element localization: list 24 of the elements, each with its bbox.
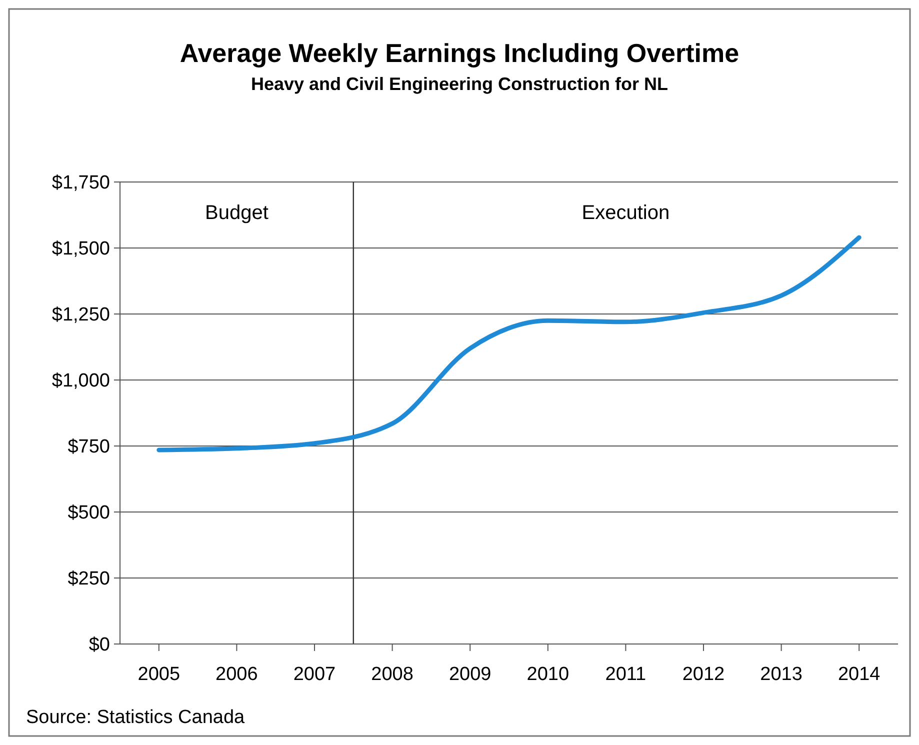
y-tick-label: $1,500 — [52, 238, 110, 260]
x-tick-label: 2010 — [526, 664, 570, 685]
x-tick-label: 2011 — [605, 664, 646, 685]
x-tick-label: 2012 — [682, 664, 725, 685]
source-note: Source: Statistics Canada — [26, 707, 246, 728]
x-tick-label: 2014 — [838, 664, 881, 685]
y-tick-label: $1,250 — [52, 304, 110, 326]
y-tick-label: $0 — [88, 634, 110, 656]
x-tick-label: 2013 — [760, 664, 802, 685]
x-tick-label: 2008 — [371, 664, 414, 685]
annotation: Budget — [205, 202, 269, 224]
chart-title: Average Weekly Earnings Including Overtime — [180, 38, 740, 68]
y-tick-label: $1,000 — [52, 370, 110, 392]
y-tick-label: $500 — [68, 502, 110, 524]
y-tick-label: $750 — [68, 436, 110, 458]
line-series — [156, 235, 862, 452]
y-tick-label: $250 — [68, 568, 110, 590]
x-tick-label: 2006 — [216, 664, 258, 685]
x-tick-label: 2005 — [138, 664, 180, 685]
y-tick-label: $1,750 — [52, 172, 110, 194]
x-tick-label: 2009 — [448, 664, 492, 685]
annotation: Execution — [582, 202, 670, 224]
x-tick-label: 2007 — [293, 664, 336, 685]
chart-subtitle: Heavy and Civil Engineering Construction for NL — [250, 74, 668, 94]
